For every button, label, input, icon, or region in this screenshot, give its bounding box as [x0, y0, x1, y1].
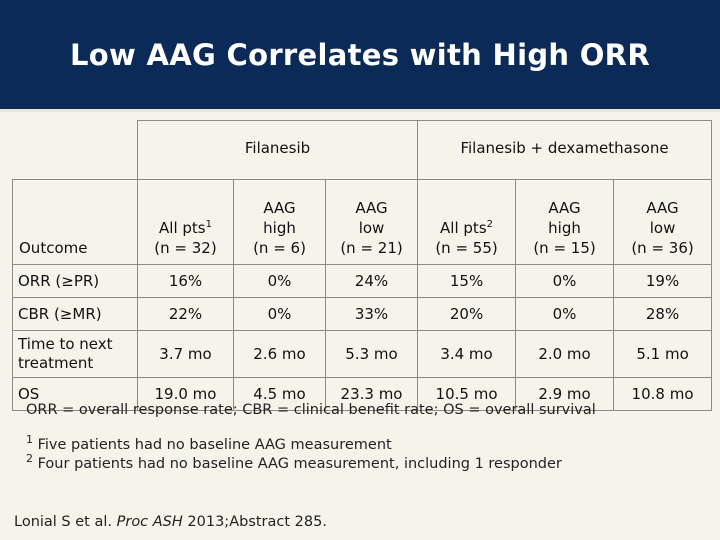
table-cell: 3.7 mo [137, 330, 234, 378]
column-header-row: Outcome All pts1 (n = 32) AAG high (n = … [12, 179, 713, 265]
footnote-2: 2 Four patients had no baseline AAG meas… [26, 452, 562, 472]
col-header-text: AAG [548, 199, 581, 217]
col-header-n: (n = 36) [631, 239, 694, 257]
col-header-aag-low-1: AAG low (n = 21) [324, 179, 419, 265]
table-cell: 28% [613, 297, 713, 331]
footnote-mark: 2 [486, 219, 494, 230]
table-cell: 15% [417, 264, 517, 298]
slide-title: Low AAG Correlates with High ORR [70, 38, 650, 72]
col-header-text: low [649, 219, 676, 237]
col-header-text: All pts [440, 219, 487, 237]
citation-journal: Proc ASH [116, 514, 183, 530]
table-row: ORR (≥PR) 16% 0% 24% 15% 0% 19% [12, 264, 713, 298]
table-cell: 0% [233, 297, 326, 331]
col-header-n: (n = 6) [253, 239, 306, 257]
col-header-text: AAG [646, 199, 679, 217]
title-bar: Low AAG Correlates with High ORR [0, 0, 720, 112]
empty-corner-cell [12, 120, 138, 180]
table-cell: 3.4 mo [417, 330, 517, 378]
table-cell: 5.3 mo [324, 330, 419, 378]
footnote-text: Five patients had no baseline AAG measur… [37, 436, 392, 453]
table-cell: 19.0 mo [137, 377, 234, 411]
table-row: Time to next treatment 3.7 mo 2.6 mo 5.3… [12, 330, 713, 378]
table-cell: 5.1 mo [613, 330, 713, 378]
group-header-filanesib: Filanesib [136, 120, 419, 180]
results-table: Filanesib Filanesib + dexamethasone Outc… [12, 120, 713, 411]
table-cell: 16% [137, 264, 234, 298]
col-header-all-pts-1: All pts1 (n = 32) [137, 179, 234, 265]
table-cell: 19% [613, 264, 713, 298]
footnote-mark: 1 [26, 433, 33, 446]
row-label-orr: ORR (≥PR) [12, 264, 138, 298]
row-label-os: OS [12, 377, 138, 411]
table-row: CBR (≥MR) 22% 0% 33% 20% 0% 28% [12, 297, 713, 331]
table-cell: 0% [515, 264, 615, 298]
group-header-row: Filanesib Filanesib + dexamethasone [12, 120, 713, 180]
col-header-aag-high-1: AAG high (n = 6) [233, 179, 326, 265]
table-cell: 33% [324, 297, 419, 331]
col-header-n: (n = 55) [435, 239, 498, 257]
col-header-aag-high-2: AAG high (n = 15) [515, 179, 615, 265]
col-header-n: (n = 21) [340, 239, 403, 257]
table-cell: 22% [137, 297, 234, 331]
col-header-all-pts-2: All pts2 (n = 55) [417, 179, 517, 265]
col-header-text: AAG [355, 199, 388, 217]
abbreviations-note: ORR = overall response rate; CBR = clini… [26, 402, 596, 418]
col-header-n: (n = 32) [154, 239, 217, 257]
row-label-cbr: CBR (≥MR) [12, 297, 138, 331]
table-cell: 2.6 mo [233, 330, 326, 378]
col-header-aag-low-2: AAG low (n = 36) [613, 179, 713, 265]
table-cell: 0% [233, 264, 326, 298]
table-cell: 24% [324, 264, 419, 298]
col-header-text: high [263, 219, 296, 237]
col-header-text: All pts [159, 219, 206, 237]
table-cell: 10.8 mo [613, 377, 713, 411]
footnote-1: 1 Five patients had no baseline AAG meas… [26, 433, 392, 453]
table-row: OS 19.0 mo 4.5 mo 23.3 mo 10.5 mo 2.9 mo… [12, 377, 713, 411]
citation-details: 2013;Abstract 285. [182, 514, 327, 530]
outcome-header: Outcome [12, 179, 138, 265]
table-cell: 23.3 mo [324, 377, 419, 411]
row-label-time-to-next-treatment: Time to next treatment [12, 330, 138, 378]
col-header-text: high [548, 219, 581, 237]
col-header-text: low [358, 219, 385, 237]
col-header-n: (n = 15) [533, 239, 596, 257]
footnote-mark: 1 [205, 219, 212, 230]
citation-authors: Lonial S et al. [14, 514, 117, 530]
group-header-filanesib-dex: Filanesib + dexamethasone [417, 120, 713, 180]
table-cell: 20% [417, 297, 517, 331]
col-header-text: AAG [263, 199, 296, 217]
footnote-mark: 2 [26, 452, 33, 465]
table-cell: 0% [515, 297, 615, 331]
footnote-text: Four patients had no baseline AAG measur… [37, 455, 562, 472]
table-cell: 2.0 mo [515, 330, 615, 378]
citation: Lonial S et al. Proc ASH 2013;Abstract 2… [14, 514, 327, 530]
